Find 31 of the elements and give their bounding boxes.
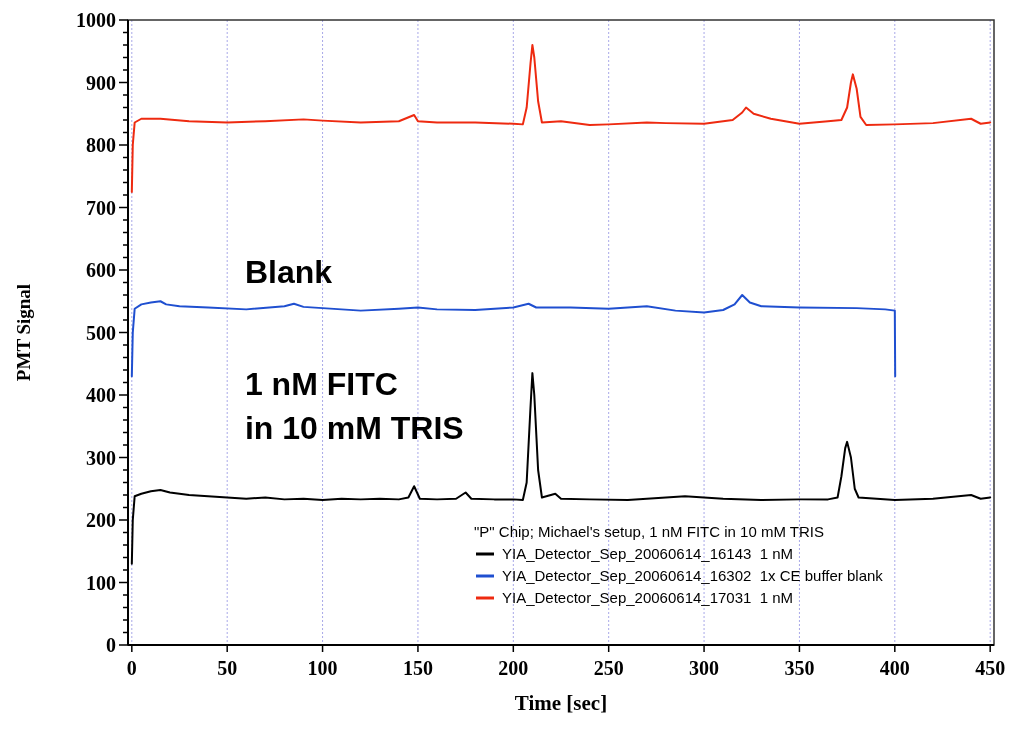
y-tick-label: 500 — [86, 321, 116, 344]
y-tick-label: 300 — [86, 446, 116, 469]
y-tick-label: 200 — [86, 509, 116, 531]
x-tick-label: 0 — [126, 657, 137, 679]
legend-label: YIA_Detector_Sep_20060614_16143 1 nM — [502, 545, 794, 562]
x-tick-label: 200 — [498, 657, 529, 679]
x-tick-label: 300 — [689, 657, 720, 679]
x-tick-label: 150 — [402, 657, 433, 679]
legend-label: YIA_Detector_Sep_20060614_17031 1 nM — [502, 589, 794, 606]
x-tick-label: 450 — [975, 657, 1006, 679]
line-series — [130, 44, 992, 193]
legend-label: YIA_Detector_Sep_20060614_16302 1x CE buffer blank — [502, 567, 884, 584]
y-tick-label: 100 — [86, 571, 116, 594]
annotation: 1 nM FITC in 10 mM TRIS — [244, 366, 464, 446]
legend-title: "P" Chip; Michael's setup, 1 nM FITC in 10 mM TRIS — [474, 523, 825, 540]
x-tick-label: 250 — [593, 657, 624, 679]
x-tick-label: 50 — [217, 657, 238, 679]
y-tick-label: 900 — [86, 71, 116, 94]
x-tick-label: 400 — [879, 657, 910, 679]
y-axis-title: PMT Signal — [13, 283, 34, 382]
x-axis-title: Time [sec] — [514, 691, 608, 715]
y-tick-label: 400 — [86, 384, 116, 406]
y-tick-label: 0 — [106, 634, 116, 656]
y-tick-label: 700 — [86, 196, 116, 219]
annotation: Blank — [244, 253, 333, 290]
y-tick-label: 1000 — [76, 9, 116, 31]
line-series — [130, 372, 992, 565]
y-tick-label: 800 — [86, 134, 116, 156]
y-tick-label: 600 — [86, 259, 116, 281]
x-tick-label: 350 — [784, 657, 815, 679]
x-tick-label: 100 — [307, 657, 338, 679]
